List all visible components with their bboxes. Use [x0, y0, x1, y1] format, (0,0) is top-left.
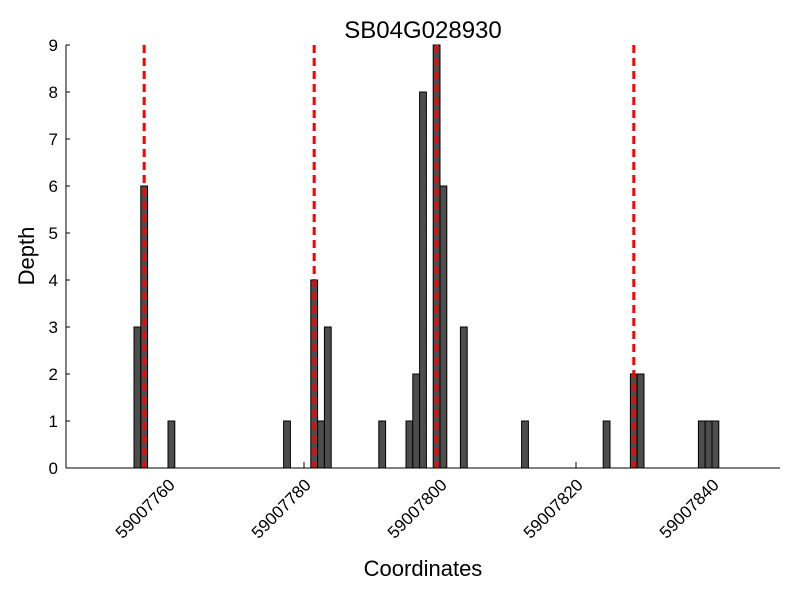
x-tick-label: 59007800	[384, 475, 451, 542]
y-tick-label: 6	[49, 177, 58, 196]
y-tick-label: 0	[49, 459, 58, 478]
chart-title: SB04G028930	[344, 17, 501, 44]
bar	[317, 420, 325, 469]
bar	[711, 420, 720, 469]
y-tick-label: 5	[49, 224, 58, 243]
bar	[602, 420, 611, 469]
x-tick-label: 59007760	[112, 475, 179, 542]
bar	[439, 185, 448, 469]
bar	[167, 420, 176, 469]
y-tick-label: 3	[49, 318, 58, 337]
y-tick-label: 8	[49, 83, 58, 102]
bar	[636, 373, 645, 469]
bar	[419, 91, 427, 469]
bar	[323, 326, 332, 469]
y-tick-label: 4	[49, 271, 58, 290]
x-tick-label: 59007780	[248, 475, 315, 542]
bar	[283, 420, 291, 469]
x-axis-label: Coordinates	[364, 556, 483, 581]
bar	[405, 420, 414, 469]
bar	[697, 420, 706, 469]
y-tick-label: 1	[49, 412, 58, 431]
y-axis-label: Depth	[14, 227, 39, 286]
y-tick-label: 2	[49, 365, 58, 384]
x-tick-label: 59007840	[656, 475, 723, 542]
bar	[521, 420, 529, 469]
bar	[459, 326, 468, 469]
bar	[378, 420, 387, 469]
bar	[412, 373, 421, 469]
x-tick-label: 59007820	[520, 475, 587, 542]
bar	[133, 326, 142, 469]
y-tick-label: 7	[49, 130, 58, 149]
y-tick-label: 9	[49, 36, 58, 55]
bar	[704, 420, 713, 469]
